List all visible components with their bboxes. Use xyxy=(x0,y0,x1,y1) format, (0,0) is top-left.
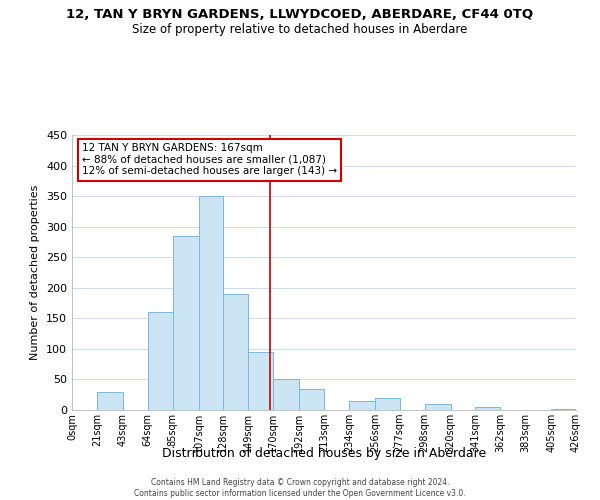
Bar xyxy=(349,401,375,410)
Bar xyxy=(223,294,248,410)
Bar xyxy=(248,352,273,410)
Bar xyxy=(299,388,324,410)
Bar xyxy=(425,404,451,410)
Text: Contains HM Land Registry data © Crown copyright and database right 2024.
Contai: Contains HM Land Registry data © Crown c… xyxy=(134,478,466,498)
Bar xyxy=(173,236,199,410)
Text: Distribution of detached houses by size in Aberdare: Distribution of detached houses by size … xyxy=(162,448,486,460)
Y-axis label: Number of detached properties: Number of detached properties xyxy=(31,185,40,360)
Text: 12, TAN Y BRYN GARDENS, LLWYDCOED, ABERDARE, CF44 0TQ: 12, TAN Y BRYN GARDENS, LLWYDCOED, ABERD… xyxy=(67,8,533,20)
Bar xyxy=(148,312,173,410)
Bar xyxy=(97,392,123,410)
Bar xyxy=(475,407,500,410)
Text: 12 TAN Y BRYN GARDENS: 167sqm
← 88% of detached houses are smaller (1,087)
12% o: 12 TAN Y BRYN GARDENS: 167sqm ← 88% of d… xyxy=(82,143,337,176)
Bar xyxy=(199,196,223,410)
Bar xyxy=(273,380,299,410)
Bar xyxy=(551,409,576,410)
Bar xyxy=(375,398,400,410)
Text: Size of property relative to detached houses in Aberdare: Size of property relative to detached ho… xyxy=(133,22,467,36)
